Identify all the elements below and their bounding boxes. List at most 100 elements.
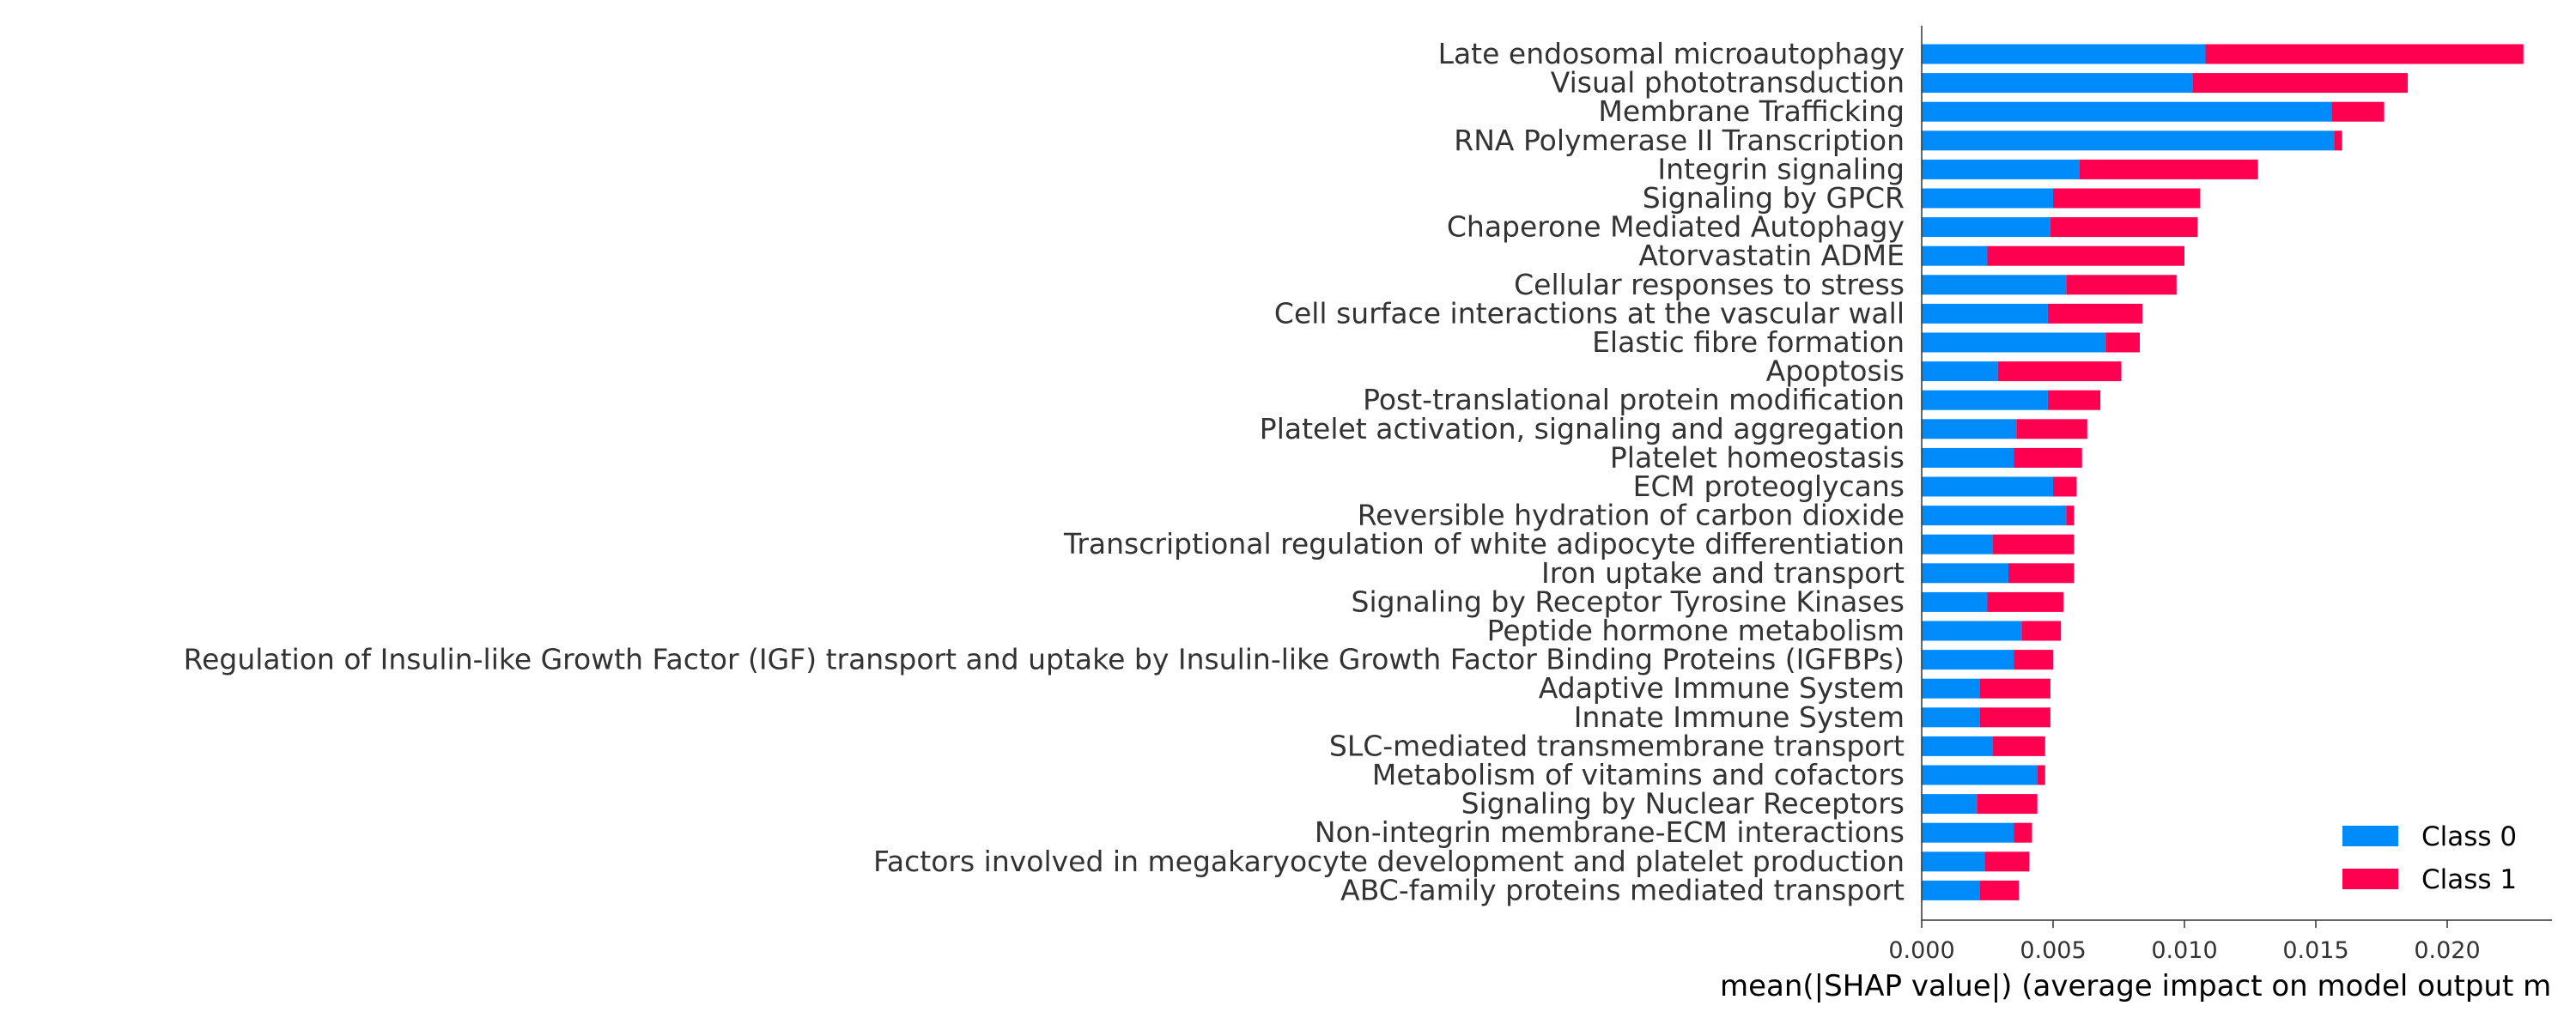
category-label: Late endosomal microautophagy — [1438, 37, 1905, 70]
bar-class-0-30 — [1922, 880, 1980, 900]
bar-class-0-19 — [1922, 563, 2008, 584]
category-label: ABC-family proteins mediated transport — [1340, 873, 1905, 906]
bar-class-0-6 — [1922, 188, 2053, 209]
category-label: Cellular responses to stress — [1514, 268, 1905, 301]
category-label: Chaperone Mediated Autophagy — [1447, 210, 1905, 244]
category-label: Signaling by Receptor Tyrosine Kinases — [1352, 585, 1905, 618]
bar-class-0-9 — [1922, 275, 2067, 295]
bar-class-1-17 — [2066, 506, 2075, 526]
bar-class-1-1 — [2205, 44, 2524, 64]
bar-class-1-28 — [2014, 822, 2032, 843]
bar-class-1-10 — [2047, 303, 2143, 324]
bar-class-0-27 — [1922, 794, 1978, 815]
category-label: Reversible hydration of carbon dioxide — [1358, 499, 1905, 532]
bar-class-0-8 — [1922, 245, 1988, 266]
bar-class-1-30 — [1979, 880, 2020, 900]
x-tick-label: 0.020 — [2414, 937, 2480, 964]
bar-class-0-12 — [1922, 361, 1998, 382]
bar-class-0-18 — [1922, 534, 1993, 554]
bar-class-1-5 — [2079, 159, 2258, 179]
bar-class-1-22 — [2014, 650, 2053, 670]
bar-class-0-2 — [1922, 73, 2193, 94]
bar-class-0-7 — [1922, 217, 2050, 238]
bars-group — [1922, 44, 2524, 900]
category-label: Transcriptional regulation of white adip… — [1063, 527, 1905, 560]
category-label: Atorvastatin ADME — [1638, 239, 1905, 272]
category-label: Signaling by GPCR — [1643, 181, 1905, 215]
bar-class-1-15 — [2014, 447, 2082, 468]
bar-class-1-4 — [2334, 130, 2342, 151]
category-label: Platelet activation, signaling and aggre… — [1260, 412, 1905, 445]
x-ticks: 0.000 0.005 0.010 0.015 0.020 — [1888, 920, 2481, 964]
x-tick-label: 0.015 — [2282, 937, 2348, 964]
category-label: Adaptive Immune System — [1539, 671, 1905, 705]
category-label: Apoptosis — [1766, 354, 1905, 388]
bar-class-0-11 — [1922, 332, 2106, 353]
bar-class-0-3 — [1922, 101, 2332, 122]
x-tick-label: 0.005 — [2020, 937, 2086, 964]
bar-class-0-23 — [1922, 678, 1980, 699]
bar-class-1-9 — [2066, 275, 2177, 295]
bar-class-1-18 — [1992, 534, 2075, 554]
bar-class-1-3 — [2331, 101, 2385, 122]
bar-class-1-6 — [2053, 188, 2201, 209]
bar-class-1-12 — [1997, 361, 2122, 382]
bar-class-0-14 — [1922, 419, 2017, 439]
x-tick-label: 0.010 — [2151, 937, 2217, 964]
category-label: ECM proteoglycans — [1633, 470, 1905, 503]
bar-class-0-16 — [1922, 476, 2053, 497]
bar-class-1-23 — [1979, 678, 2050, 699]
x-tick-label: 0.000 — [1888, 937, 1954, 964]
bar-class-1-20 — [1987, 591, 2064, 612]
legend-swatch-class-0 — [2342, 826, 2398, 846]
category-label: Peptide hormone metabolism — [1487, 614, 1905, 647]
category-label: RNA Polymerase II Transcription — [1454, 124, 1905, 157]
bar-class-1-25 — [1992, 736, 2045, 756]
category-label: Metabolism of vitamins and cofactors — [1372, 758, 1905, 791]
legend-swatch-class-1 — [2342, 869, 2398, 889]
bar-class-1-7 — [2050, 217, 2198, 238]
category-label: Factors involved in megakaryocyte develo… — [873, 845, 1905, 878]
bar-class-1-27 — [1977, 794, 2038, 815]
category-label: Cell surface interactions at the vascula… — [1274, 296, 1905, 330]
category-label: SLC-mediated transmembrane transport — [1329, 729, 1905, 762]
category-label: Elastic fibre formation — [1592, 325, 1905, 359]
legend-label: Class 1 — [2421, 864, 2517, 895]
bar-class-1-21 — [2021, 621, 2062, 641]
bar-class-0-15 — [1922, 447, 2014, 468]
bar-class-0-1 — [1922, 44, 2206, 64]
category-label: Integrin signaling — [1657, 152, 1905, 185]
x-axis-title: mean(|SHAP value|) (average impact on mo… — [1720, 969, 2551, 1003]
bar-class-1-2 — [2192, 73, 2409, 94]
bar-class-1-19 — [2008, 563, 2075, 584]
bar-class-0-13 — [1922, 390, 2048, 410]
bar-class-1-24 — [1979, 707, 2050, 728]
category-label: Innate Immune System — [1574, 700, 1905, 734]
bar-class-1-26 — [2037, 765, 2045, 785]
bar-class-1-16 — [2053, 476, 2077, 497]
category-label: Signaling by Nuclear Receptors — [1461, 787, 1905, 821]
bar-class-0-24 — [1922, 707, 1980, 728]
bar-class-1-11 — [2105, 332, 2140, 353]
bar-class-0-10 — [1922, 303, 2048, 324]
bar-class-0-4 — [1922, 130, 2335, 151]
bar-class-0-22 — [1922, 650, 2014, 670]
bar-class-1-8 — [1987, 245, 2184, 266]
legend-label: Class 0 — [2421, 821, 2517, 852]
category-label: Post-translational protein modification — [1363, 383, 1905, 416]
category-label: Membrane Trafficking — [1598, 94, 1905, 128]
bar-class-0-5 — [1922, 159, 2080, 179]
category-label: Non-integrin membrane-ECM interactions — [1315, 815, 1905, 849]
bar-class-1-29 — [1984, 851, 2030, 872]
bar-class-0-25 — [1922, 736, 1993, 756]
bar-class-1-13 — [2047, 390, 2101, 410]
bar-class-1-14 — [2016, 419, 2087, 439]
bar-class-0-21 — [1922, 621, 2022, 641]
category-label: Iron uptake and transport — [1541, 556, 1905, 590]
legend: Class 0 Class 1 — [2342, 821, 2517, 895]
category-label: Platelet homeostasis — [1610, 440, 1905, 474]
bar-class-0-28 — [1922, 822, 2014, 843]
category-label: Visual phototransduction — [1551, 66, 1905, 100]
